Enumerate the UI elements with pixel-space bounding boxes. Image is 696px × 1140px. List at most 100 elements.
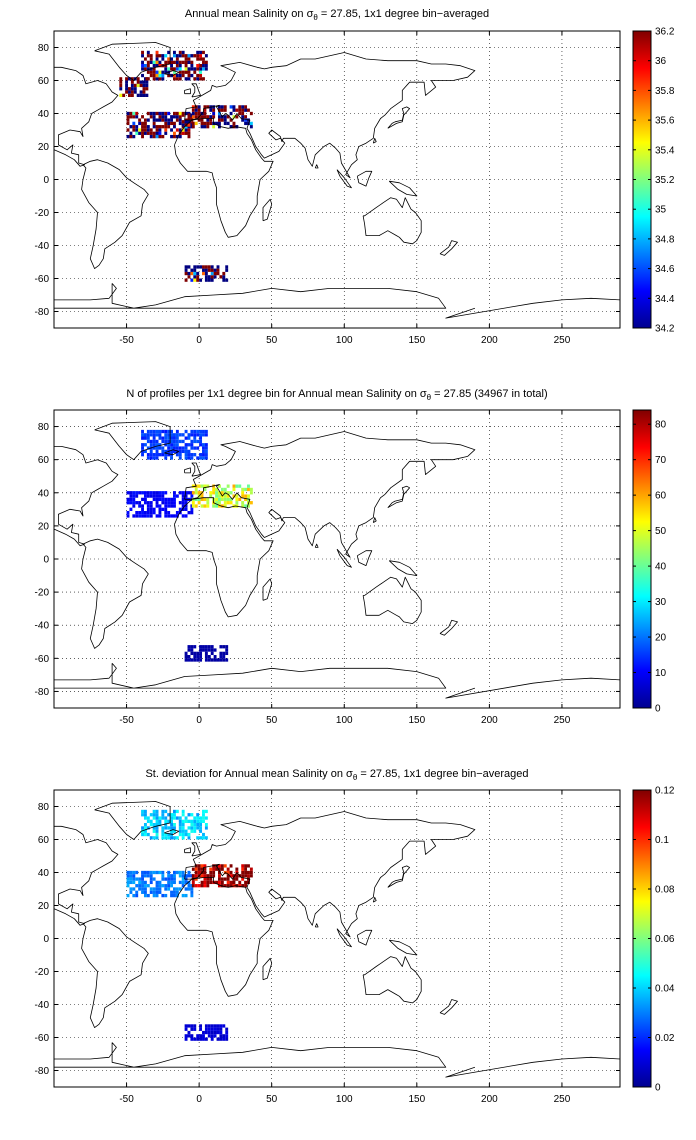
data-cell <box>244 118 248 122</box>
data-cell <box>149 890 153 894</box>
data-cell <box>178 826 182 830</box>
data-cell <box>138 504 142 508</box>
data-cell <box>135 884 139 888</box>
data-cell <box>187 116 191 121</box>
data-cell <box>232 494 236 498</box>
data-cell <box>225 651 229 656</box>
coastline-path <box>362 956 422 1004</box>
data-cell <box>173 121 176 126</box>
data-cell <box>203 121 207 126</box>
data-cell <box>161 877 165 881</box>
data-cell <box>178 121 182 126</box>
data-cell <box>119 93 123 97</box>
data-cell <box>155 832 159 837</box>
data-cell <box>142 90 146 94</box>
data-cell <box>212 111 216 116</box>
data-cell <box>170 128 173 132</box>
data-cell <box>202 443 205 447</box>
data-cell <box>158 453 162 457</box>
data-cell <box>141 436 144 440</box>
data-cell <box>207 655 211 659</box>
data-cell <box>146 832 150 837</box>
data-cell <box>145 83 149 88</box>
data-cell <box>216 1037 220 1041</box>
data-cell <box>138 877 142 881</box>
data-cell <box>178 491 182 495</box>
data-cell <box>173 131 176 135</box>
data-cell <box>217 870 221 875</box>
data-cell <box>135 514 139 518</box>
data-cell <box>200 484 204 488</box>
data-cell <box>193 829 197 833</box>
data-cell <box>129 887 133 891</box>
data-cell <box>129 890 133 894</box>
data-cell <box>146 456 150 460</box>
data-cell <box>202 57 205 61</box>
data-cell <box>161 501 165 505</box>
coastline-path <box>174 118 274 238</box>
data-cell <box>167 446 171 450</box>
data-cell <box>229 874 233 878</box>
data-cell <box>190 648 194 652</box>
data-cell <box>184 120 188 124</box>
data-cell <box>184 819 188 823</box>
data-cell <box>247 484 250 488</box>
data-cell <box>204 64 208 68</box>
data-cell <box>178 67 182 71</box>
data-cell <box>158 60 162 64</box>
data-cell <box>178 64 182 68</box>
data-cell <box>135 877 139 881</box>
data-cell <box>244 494 248 498</box>
data-cell <box>193 271 197 276</box>
data-cell <box>164 128 168 132</box>
data-cell <box>217 118 221 122</box>
data-cell <box>181 501 185 505</box>
data-cell <box>187 449 191 454</box>
colorbar-tick-label: 80 <box>655 420 667 431</box>
data-cell <box>241 487 245 492</box>
data-cell <box>126 510 130 515</box>
data-cell <box>141 60 144 64</box>
data-cell <box>194 867 198 871</box>
data-cell <box>173 836 176 840</box>
data-cell <box>126 501 130 505</box>
data-cell <box>149 128 153 132</box>
data-cell <box>193 265 197 269</box>
data-cell <box>184 453 188 457</box>
data-cell <box>235 867 239 871</box>
data-cell <box>158 497 162 502</box>
data-cell <box>161 436 165 440</box>
y-tick-label: -20 <box>35 208 50 219</box>
data-cell <box>133 83 137 88</box>
data-cell <box>178 77 182 81</box>
data-cell <box>161 70 165 74</box>
data-cell <box>217 491 221 495</box>
data-cell <box>232 105 236 109</box>
data-cell <box>204 816 208 820</box>
data-cell <box>217 504 221 508</box>
data-cell <box>155 54 159 58</box>
data-cell <box>196 54 200 58</box>
data-cell <box>173 77 176 81</box>
data-cell <box>226 121 230 126</box>
data-cell <box>164 507 168 511</box>
data-cell <box>155 823 159 827</box>
data-cell <box>126 893 130 898</box>
data-cell <box>220 105 224 109</box>
data-cell <box>167 60 171 64</box>
data-cell <box>202 1034 205 1038</box>
data-cell <box>187 433 191 437</box>
data-cell <box>143 67 147 71</box>
data-cell <box>152 111 156 116</box>
coastline-path <box>336 928 352 948</box>
x-tick-label: -50 <box>119 1094 134 1105</box>
data-cell <box>181 433 185 437</box>
data-cell <box>152 893 156 898</box>
data-cell <box>215 491 218 495</box>
data-cell <box>178 439 182 444</box>
data-cell <box>241 877 245 881</box>
data-cell <box>225 645 229 649</box>
data-cell <box>181 893 185 898</box>
data-cell <box>207 1024 211 1028</box>
data-cell <box>247 504 250 508</box>
